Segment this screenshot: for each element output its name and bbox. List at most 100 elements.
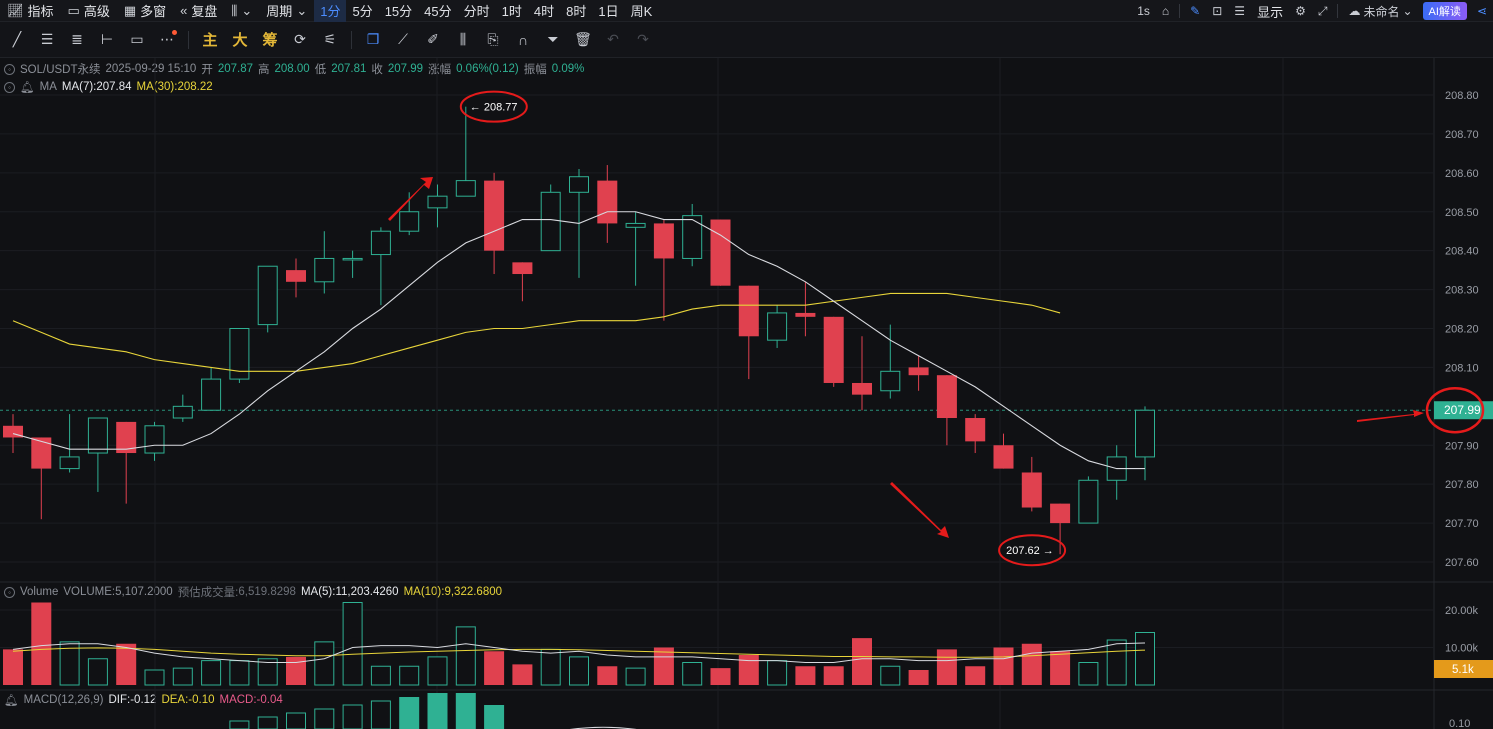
redo-icon[interactable]: ↷ [637,31,649,47]
rectangle-icon[interactable]: ▭ [130,31,144,47]
edit-icon[interactable]: ✎ [1190,4,1201,18]
layout-name: 未命名 [1363,4,1400,19]
candle-body-down [484,180,505,251]
chevron-down-icon: ⌄ [1402,4,1413,18]
horizontal-line-icon[interactable]: ⊢ [100,31,114,47]
magnet-icon[interactable]: ∩ [517,31,529,48]
advanced-button[interactable]: ▭ 高级 [61,0,117,22]
candles-tool-icon[interactable]: ⫼ [459,31,467,47]
candle-body-up [767,312,788,341]
divider [188,30,189,49]
bell-icon[interactable]: 🔔︎ [4,695,19,707]
bell-icon[interactable]: 🔔︎ [20,82,35,94]
price-tick-label: 207.90 [1445,440,1479,452]
rewind-icon: « [180,3,188,18]
chip-distribution-tool[interactable]: 筹 [262,32,278,49]
list-icon[interactable]: ☰ [1234,4,1246,18]
candlestick-chart[interactable]: 208.80 208.70 208.60 208.50 208.40 208.30 208.… [0,58,1493,729]
macd-bar-hollow [314,708,335,729]
chevron-down-icon: ⌄ [296,2,308,18]
indicators-label: 指标 [27,4,54,19]
chart-type-button[interactable]: ⫼ ⌄ [224,0,259,22]
interval-5m[interactable]: 5分 [352,4,373,19]
volume-bar-down [286,656,306,685]
trend-line-icon[interactable]: ╱ [12,31,22,47]
copy-icon[interactable]: ❐ [366,31,380,47]
camera-icon[interactable]: ⌂ [1161,4,1170,18]
candle-body-down [936,375,957,419]
parallel-lines-icon[interactable]: ☰ [40,31,54,47]
more-tools-icon[interactable]: ⋯ [154,27,180,53]
top-toolbar: 📈︎ 指标 ▭ 高级 ▦ 多窗 « 复盘 ⫼ ⌄ 周期 ⌄ 1分 5分 15分 … [0,0,1493,22]
ruler-icon[interactable]: ⟋ [398,31,408,47]
ai-analysis-button[interactable]: AI解读 [1422,2,1467,20]
volume-tick-label: 20.00k [1445,605,1479,617]
interval-8h[interactable]: 8时 [566,4,587,19]
high-arrow-annotation [388,177,433,221]
interval-1h[interactable]: 1时 [501,4,522,19]
fullscreen-icon[interactable]: ⤢ [1317,3,1328,18]
current-price-tag [1434,401,1493,420]
volume-bar-up [257,658,278,686]
candle-body-down [31,437,52,469]
candle-body-up [540,191,561,252]
calendar-icon: ▭ [67,2,80,18]
price-tick-label: 207.80 [1445,479,1479,491]
multi-window-button[interactable]: ▦ 多窗 [117,0,173,22]
ma30-line [12,292,1061,372]
display-button[interactable]: 显示 [1251,0,1289,22]
replay-label: 复盘 [191,4,218,19]
drawing-toolbar: ╱ ☰ ≣ ⊢ ▭ ⋯ 主 大 筹 ⟳ ⚟ ❐ ⟋ ✐ ⫼ ⎘ ∩ ⏷ 🗑︎ ↶… [0,22,1493,58]
trash-icon[interactable]: 🗑︎ [574,31,592,47]
refresh-rate[interactable]: 1s [1137,4,1150,18]
price-tick-label: 208.30 [1445,285,1479,297]
interval-1m[interactable]: 1分 [314,0,347,22]
fib-lines-icon[interactable]: ≣ [71,31,83,47]
macd-info-line: 🔔︎ MACD(12,26,9) DIF:-0.12 DEA:-0.10 MAC… [4,693,283,707]
candle-body-up [59,456,80,470]
macd-bar-fill [455,693,476,729]
clipboard-icon[interactable]: ⎘ [487,31,499,47]
magic-wand-icon[interactable]: ⚟ [323,31,337,47]
volume-estimate: 6,519.8298 [238,586,296,598]
low-value: 207.81 [331,63,367,75]
sync-icon[interactable]: ⟳ [294,31,306,47]
candle-body-down [286,270,306,282]
interval-timeline[interactable]: 分时 [463,4,490,19]
eye-icon[interactable]: ◦ [4,63,15,75]
low-arrow-annotation [890,482,949,538]
period-dropdown[interactable]: 周期 ⌄ [259,0,314,22]
interval-15m[interactable]: 15分 [384,4,413,19]
interval-45m[interactable]: 45分 [424,4,452,19]
close-value: 207.99 [387,63,424,75]
candle-body-up [880,370,901,392]
eye-icon[interactable]: ◦ [4,81,15,93]
low-annotation-circle [998,534,1067,567]
large-order-tool[interactable]: 大 [232,32,248,49]
volume-bar-up [399,665,420,686]
volume-bar-down [852,638,872,685]
interval-1w[interactable]: 周K [630,4,653,19]
eye-icon[interactable]: ◦ [4,586,15,598]
brush-icon[interactable]: ✐ [427,31,439,47]
share-icon[interactable]: ⋖ [1476,4,1487,18]
interval-1d[interactable]: 1日 [598,4,619,19]
ma-info-line: ◦ 🔔︎ MA MA(7):207.84 MA(30):208.22 [4,80,213,94]
chevron-down-icon: ⌄ [241,2,253,18]
interval-4h[interactable]: 4时 [533,4,555,19]
settings-icon[interactable]: ⚙ [1295,4,1306,18]
volume-bar-up [342,602,363,686]
layout-dropdown[interactable]: ☁ 未命名 ⌄ [1342,0,1418,22]
main-force-tool[interactable]: 主 [202,32,218,49]
indicators-button[interactable]: 📈︎ 指标 [0,0,61,22]
add-window-icon[interactable]: ⊡ [1212,4,1223,18]
replay-button[interactable]: « 复盘 [173,0,224,22]
filter-icon[interactable]: ⏷ [547,31,559,47]
candle-body-up [172,405,193,419]
candle-body-down [993,445,1014,469]
macd-bar-hollow [286,712,306,729]
undo-icon[interactable]: ↶ [607,31,619,47]
candle-body-down [908,367,929,376]
volume-bar-up [455,626,476,686]
volume-tag-label: 5.1k [1452,664,1474,676]
